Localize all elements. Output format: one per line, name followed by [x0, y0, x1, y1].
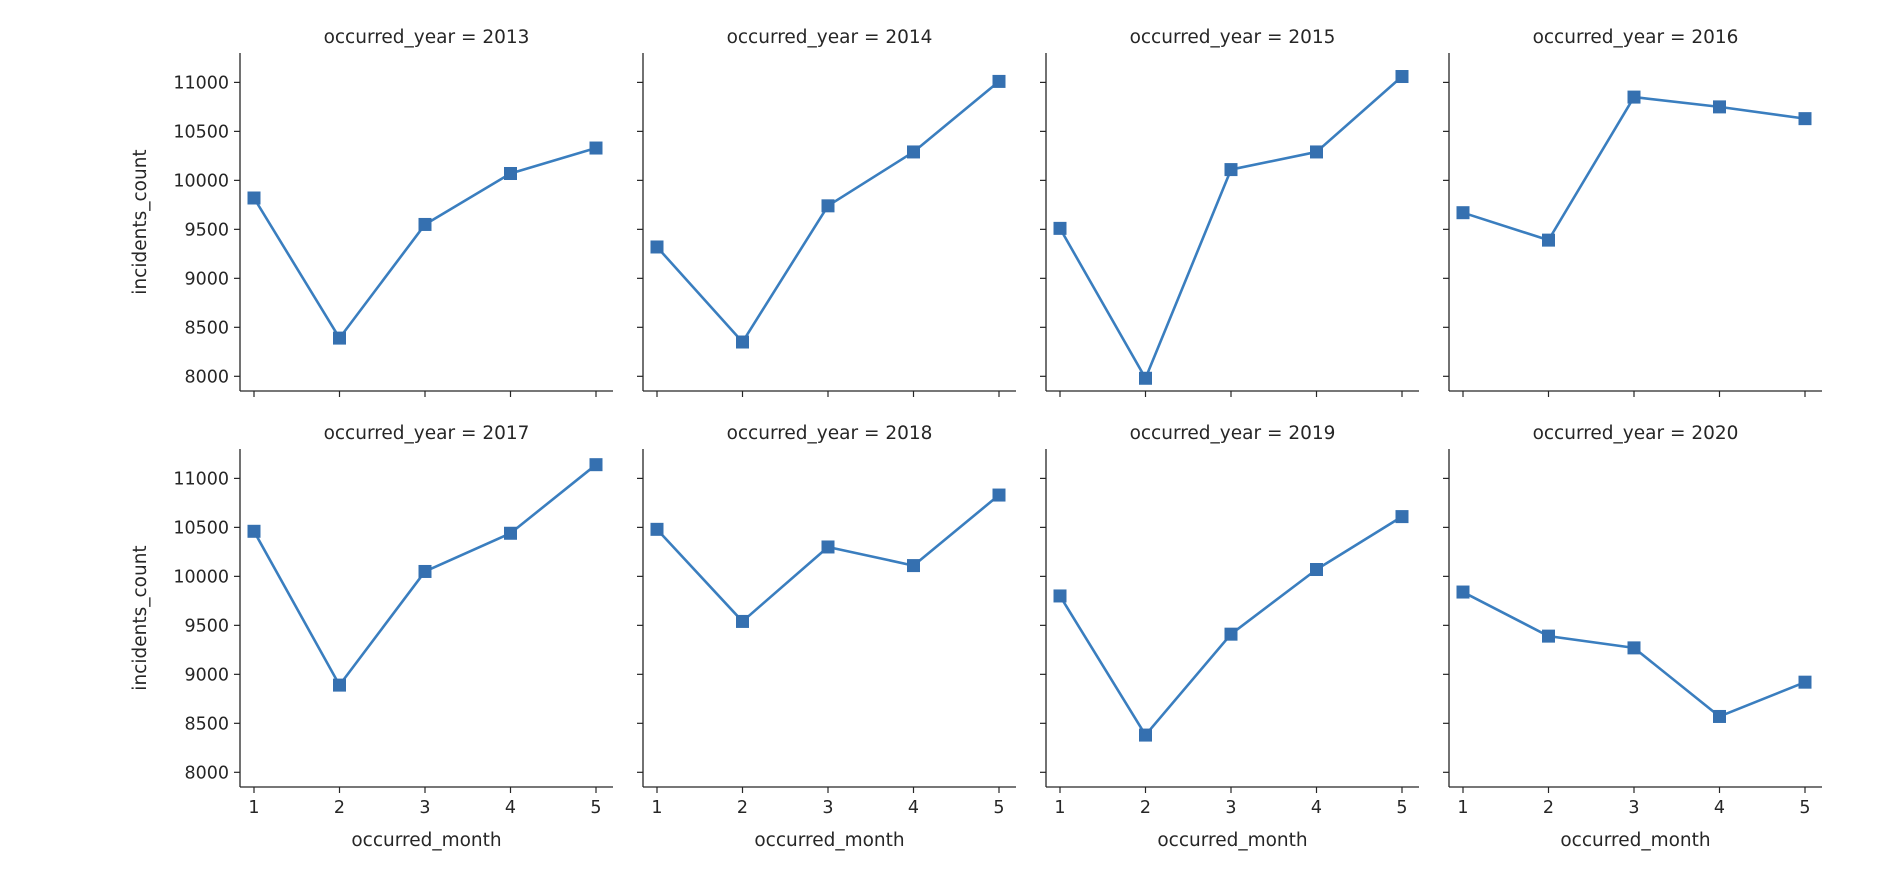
series-line: [1058, 515, 1404, 737]
x-tick-label: 4: [505, 798, 516, 818]
data-point: [1053, 221, 1067, 235]
data-point: [650, 522, 664, 536]
y-tick-label: 9000: [184, 665, 229, 685]
data-point: [333, 331, 346, 345]
x-tick-label: 5: [1396, 798, 1407, 818]
data-point: [1542, 233, 1555, 247]
x-axis-label: occurred_month: [1560, 830, 1710, 851]
x-tick-label: 4: [1714, 798, 1725, 818]
data-point: [1456, 585, 1470, 599]
data-point: [418, 217, 432, 231]
x-tick-label: 2: [737, 798, 748, 818]
data-point: [1310, 145, 1323, 159]
y-tick-label: 10500: [173, 518, 229, 538]
y-tick-label: 8000: [184, 367, 229, 387]
data-point: [992, 488, 1006, 502]
x-tick-label: 3: [1225, 798, 1236, 818]
x-tick-label: 5: [1799, 798, 1810, 818]
data-point: [1224, 163, 1238, 177]
x-axis-label: occurred_month: [351, 830, 501, 851]
data-point: [736, 614, 749, 628]
data-point: [992, 74, 1006, 88]
data-point: [1224, 627, 1238, 641]
x-tick-label: 3: [419, 798, 430, 818]
data-point: [1395, 510, 1409, 524]
x-tick-label: 1: [1054, 798, 1065, 818]
y-tick-label: 11000: [173, 73, 229, 93]
y-tick-label: 9500: [184, 220, 229, 240]
x-tick-label: 2: [334, 798, 345, 818]
data-point: [1139, 728, 1152, 742]
panel-title: occurred_year = 2013: [324, 27, 530, 48]
x-tick-label: 1: [651, 798, 662, 818]
series-line: [252, 146, 598, 340]
data-point: [589, 141, 603, 155]
x-tick-label: 4: [908, 798, 919, 818]
panel-title: occurred_year = 2017: [324, 423, 530, 444]
data-point: [650, 240, 664, 254]
data-point: [1053, 589, 1067, 603]
series-line: [655, 493, 1001, 623]
x-tick-label: 2: [1140, 798, 1151, 818]
data-point: [504, 526, 517, 540]
data-point: [821, 199, 835, 213]
x-axis-label: occurred_month: [754, 830, 904, 851]
x-tick-label: 3: [1628, 798, 1639, 818]
data-point: [1798, 675, 1812, 689]
y-tick-label: 10000: [173, 171, 229, 191]
x-tick-label: 2: [1543, 798, 1554, 818]
data-point: [1542, 629, 1555, 643]
data-point: [1627, 90, 1641, 104]
panel-title: occurred_year = 2018: [727, 423, 933, 444]
y-tick-label: 10500: [173, 122, 229, 142]
data-point: [1627, 641, 1641, 655]
x-tick-label: 1: [1457, 798, 1468, 818]
data-point: [907, 559, 920, 573]
data-point: [1713, 100, 1726, 114]
y-tick-label: 11000: [173, 469, 229, 489]
y-tick-label: 10000: [173, 567, 229, 587]
data-point: [1713, 709, 1726, 723]
y-axis-label: incidents_count: [130, 545, 151, 690]
data-point: [1139, 371, 1152, 385]
data-point: [736, 335, 749, 349]
data-point: [247, 191, 261, 205]
x-tick-label: 5: [590, 798, 601, 818]
series-line: [1461, 95, 1807, 242]
y-tick-label: 8500: [184, 318, 229, 338]
panel-title: occurred_year = 2014: [727, 27, 933, 48]
data-point: [1395, 70, 1409, 84]
data-point: [821, 540, 835, 554]
data-point: [504, 167, 517, 181]
data-point: [907, 145, 920, 159]
panel-title: occurred_year = 2015: [1130, 27, 1336, 48]
x-tick-label: 3: [822, 798, 833, 818]
x-tick-label: 4: [1311, 798, 1322, 818]
x-tick-label: 5: [993, 798, 1004, 818]
data-point: [1456, 206, 1470, 220]
data-point: [589, 458, 603, 472]
y-tick-label: 9000: [184, 269, 229, 289]
panel-title: occurred_year = 2016: [1533, 27, 1739, 48]
y-axis-label: incidents_count: [130, 149, 151, 294]
y-tick-label: 8500: [184, 714, 229, 734]
data-point: [1798, 112, 1812, 126]
data-point: [418, 564, 432, 578]
data-point: [1310, 563, 1323, 577]
y-tick-label: 8000: [184, 763, 229, 783]
series-line: [1058, 75, 1404, 380]
x-tick-label: 1: [248, 798, 259, 818]
x-axis-label: occurred_month: [1157, 830, 1307, 851]
data-point: [333, 678, 346, 692]
panel-title: occurred_year = 2020: [1533, 423, 1739, 444]
panel-title: occurred_year = 2019: [1130, 423, 1336, 444]
y-tick-label: 9500: [184, 616, 229, 636]
data-point: [247, 524, 261, 538]
